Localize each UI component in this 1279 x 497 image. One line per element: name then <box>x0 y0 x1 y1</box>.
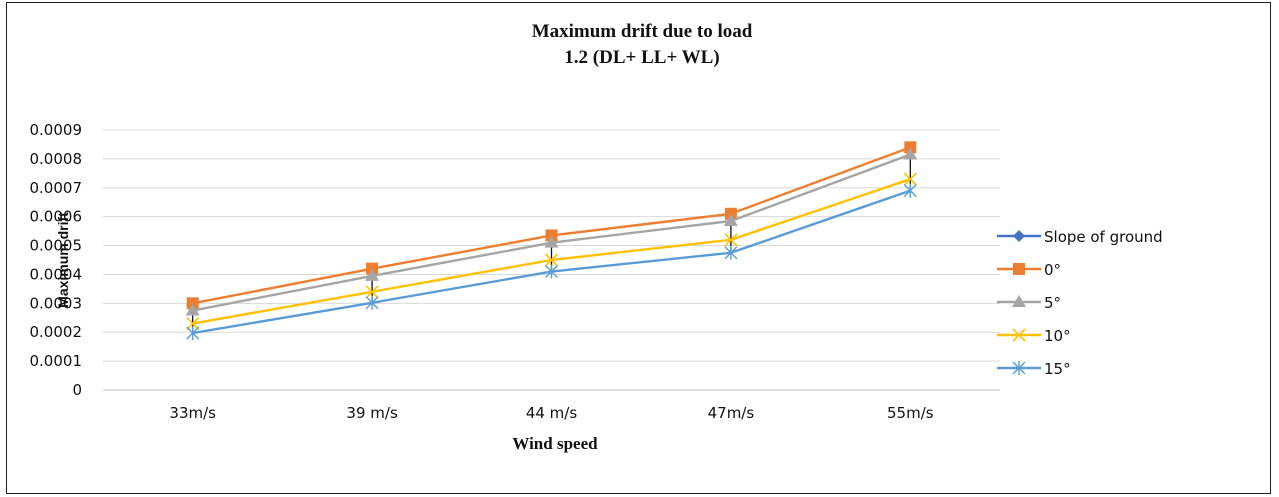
legend-label: 15° <box>1044 360 1071 378</box>
data-point <box>366 262 379 275</box>
data-point <box>903 172 917 186</box>
y-tick-label: 0.0003 <box>30 294 83 312</box>
data-point <box>544 235 559 248</box>
y-tick-label: 0.0008 <box>30 150 83 168</box>
y-tick-label: 0.0007 <box>30 179 83 197</box>
legend: Slope of ground 0° 5° 10° 15° <box>997 228 1163 378</box>
data-point <box>904 141 917 154</box>
data-point <box>724 245 738 260</box>
y-axis-label: Maximum drift <box>55 212 71 308</box>
y-tick-label: 0.0004 <box>30 265 83 283</box>
data-point <box>544 253 559 267</box>
legend-label: 5° <box>1044 294 1061 312</box>
x-tick-label: 55m/s <box>887 404 934 422</box>
series-layer <box>185 141 918 341</box>
y-tick-label: 0.0009 <box>30 121 83 139</box>
gridlines <box>103 129 1000 391</box>
y-tick-label: 0.0002 <box>30 323 83 341</box>
series-line <box>192 146 911 305</box>
x-tick-label: 47m/s <box>708 404 755 422</box>
legend-label: Slope of ground <box>1044 228 1163 246</box>
data-point <box>185 303 200 316</box>
x-axis-label: Wind speed <box>512 434 598 453</box>
data-point <box>545 229 558 242</box>
chart-title: Maximum drift due to load <box>532 21 753 42</box>
legend-marker <box>1013 263 1025 275</box>
data-point <box>724 233 738 247</box>
data-point <box>724 207 737 220</box>
data-point <box>365 295 379 310</box>
data-point <box>186 316 200 331</box>
data-point <box>903 183 917 198</box>
legend-marker <box>1012 361 1026 375</box>
x-axis-ticks: 33m/s 39 m/s 44 m/s 47m/s 55m/s <box>169 404 933 422</box>
data-point <box>186 326 200 341</box>
legend-marker <box>1012 328 1026 342</box>
legend-marker <box>1012 295 1026 307</box>
legend-label: 10° <box>1044 327 1071 345</box>
y-tick-label: 0.0005 <box>30 237 83 255</box>
chart-subtitle: 1.2 (DL+ LL+ WL) <box>564 47 719 68</box>
data-point <box>365 268 380 281</box>
legend-marker <box>1013 230 1025 242</box>
x-tick-label: 39 m/s <box>346 404 398 422</box>
data-point <box>186 297 199 310</box>
chart-frame <box>6 2 1271 494</box>
x-tick-label: 33m/s <box>169 404 216 422</box>
y-axis-ticks: 0 0.0001 0.0002 0.0003 0.0004 0.0005 0.0006 0.0… <box>30 121 83 399</box>
data-point <box>365 285 379 299</box>
x-tick-label: 44 m/s <box>526 404 578 422</box>
data-point <box>903 147 918 160</box>
y-tick-label: 0 <box>72 381 82 399</box>
legend-label: 0° <box>1044 261 1061 279</box>
y-tick-label: 0.0001 <box>30 352 83 370</box>
data-point <box>723 214 738 226</box>
data-point <box>545 264 558 279</box>
y-tick-label: 0.0006 <box>30 208 83 226</box>
